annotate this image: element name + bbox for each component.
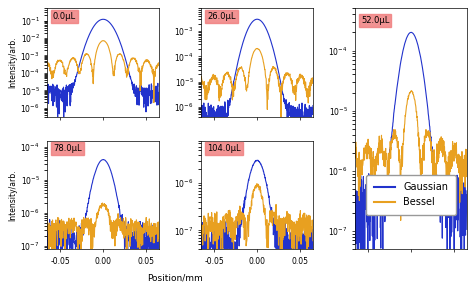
Text: 26.0μL: 26.0μL <box>207 12 236 21</box>
Text: 0.0μL: 0.0μL <box>53 12 76 21</box>
Text: 52.0μL: 52.0μL <box>361 16 389 25</box>
Text: 78.0μL: 78.0μL <box>53 144 82 153</box>
Text: 104.0μL: 104.0μL <box>207 144 241 153</box>
Legend: Gaussian, Bessel: Gaussian, Bessel <box>366 175 456 215</box>
Text: Position/mm: Position/mm <box>147 273 203 282</box>
Y-axis label: Intensity/arb.: Intensity/arb. <box>9 169 18 221</box>
Y-axis label: Intensity/arb.: Intensity/arb. <box>9 37 18 88</box>
